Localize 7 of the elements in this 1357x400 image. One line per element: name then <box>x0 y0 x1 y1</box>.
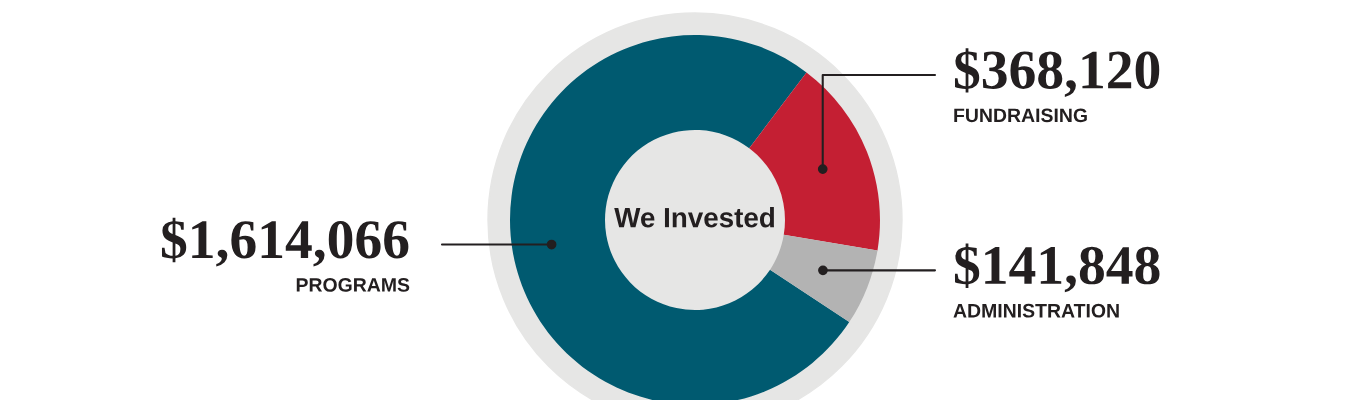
data-label: $1,614,066 <box>161 217 409 267</box>
data-label: $141,848 <box>954 243 1160 293</box>
data-label: $368,120 <box>954 48 1160 97</box>
slice-label: PROGRAMS <box>296 278 410 292</box>
slice-label: ADMINISTRATION <box>953 303 1119 318</box>
text: We Invested <box>614 207 774 228</box>
slice-label: FUNDRAISING <box>954 108 1087 123</box>
